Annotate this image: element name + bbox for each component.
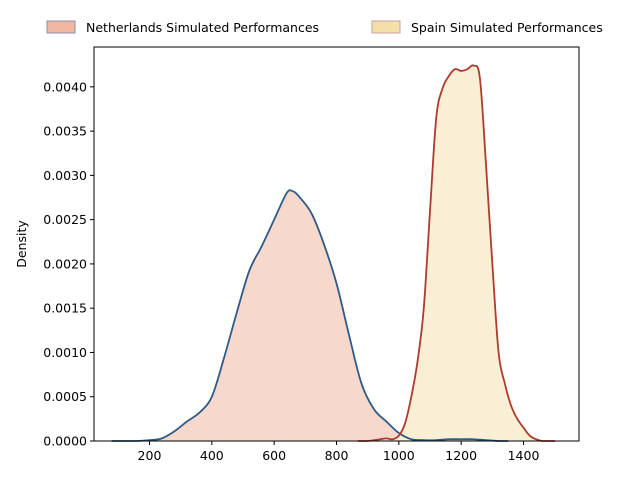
legend-patch-spain	[371, 20, 401, 34]
x-tick-label: 1200	[445, 448, 477, 463]
y-tick-label: 0.0035	[43, 124, 87, 139]
plot-lines	[111, 64, 556, 442]
x-tick-label: 200	[138, 448, 162, 463]
plot-fills	[112, 65, 555, 441]
y-tick-label: 0.0025	[43, 212, 87, 227]
y-tick-label: 0.0040	[43, 79, 87, 94]
legend: Netherlands Simulated Performances Spain…	[46, 20, 603, 35]
y-tick-label: 0.0005	[43, 389, 87, 404]
x-axis: 200 400 600 800 1000 1200 1400	[138, 441, 540, 463]
y-tick-label: 0.0030	[43, 168, 87, 183]
x-tick-label: 1400	[508, 448, 540, 463]
density-line-netherlands	[111, 189, 509, 442]
y-tick-label: 0.0015	[43, 301, 87, 316]
y-axis: 0.0000 0.0005 0.0010 0.0015 0.0020 0.0025 0.00…	[43, 79, 94, 449]
x-tick-label: 600	[262, 448, 286, 463]
x-tick-label: 800	[325, 448, 349, 463]
y-axis-label: Density	[14, 220, 29, 268]
density-fill-spain	[358, 65, 555, 441]
legend-patch-netherlands	[46, 20, 76, 34]
x-tick-label: 1000	[383, 448, 415, 463]
x-tick-label: 400	[200, 448, 224, 463]
legend-label-netherlands: Netherlands Simulated Performances	[86, 20, 319, 35]
density-line-spain	[357, 64, 556, 442]
legend-label-spain: Spain Simulated Performances	[411, 20, 603, 35]
y-tick-label: 0.0020	[43, 256, 87, 271]
density-fill-netherlands	[112, 190, 508, 441]
y-tick-label: 0.0010	[43, 345, 87, 360]
y-tick-label: 0.0000	[43, 434, 87, 449]
